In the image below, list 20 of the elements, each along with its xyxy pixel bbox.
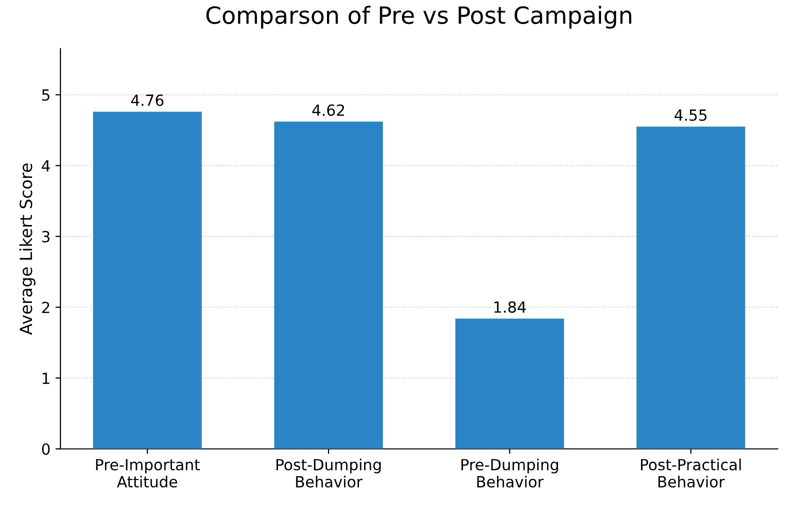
data-label: 4.55 [674,110,707,121]
y-tick-label: 3 [42,230,50,242]
chart-title: Comparson of Pre vs Post Campaign [206,6,632,29]
bar [636,126,746,449]
bar [274,122,383,449]
x-tick-label: Post-Dumping Behavior [276,458,381,488]
x-tick-label: Pre-Important Attitude [96,459,200,488]
y-axis-title: Average Likert Score [19,164,36,335]
x-tick-label: Post-Practical Behavior [640,458,741,488]
y-tick-label: 4 [42,160,50,172]
bar [455,318,564,449]
x-tick-label: Pre-Dumping Behavior [461,458,558,488]
data-label: 4.62 [312,104,344,116]
data-label: 1.84 [494,301,526,313]
y-tick-label: 5 [42,89,50,101]
y-tick-label: 0 [42,443,50,455]
y-tick-label: 2 [42,302,50,314]
bar [93,112,202,449]
y-tick-label: 1 [42,372,50,384]
data-label: 4.76 [131,94,164,106]
